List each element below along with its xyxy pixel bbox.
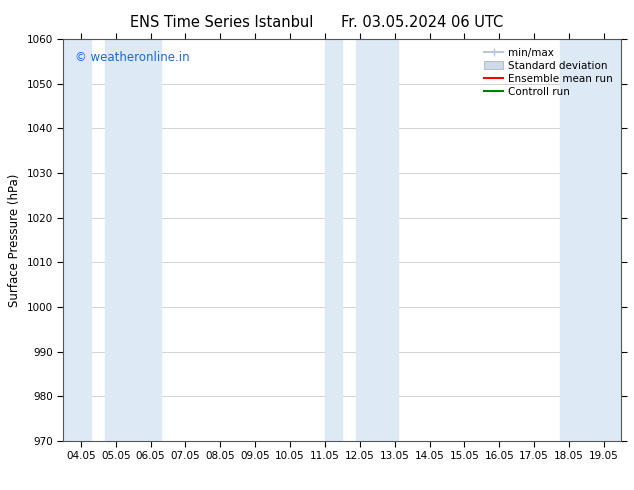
Text: © weatheronline.in: © weatheronline.in — [75, 51, 189, 64]
Text: ENS Time Series Istanbul      Fr. 03.05.2024 06 UTC: ENS Time Series Istanbul Fr. 03.05.2024 … — [131, 15, 503, 30]
Bar — [325, 39, 342, 441]
Bar — [105, 39, 161, 441]
Bar — [560, 39, 621, 441]
Y-axis label: Surface Pressure (hPa): Surface Pressure (hPa) — [8, 173, 21, 307]
Legend: min/max, Standard deviation, Ensemble mean run, Controll run: min/max, Standard deviation, Ensemble me… — [481, 45, 616, 100]
Bar — [63, 39, 91, 441]
Bar — [356, 39, 398, 441]
